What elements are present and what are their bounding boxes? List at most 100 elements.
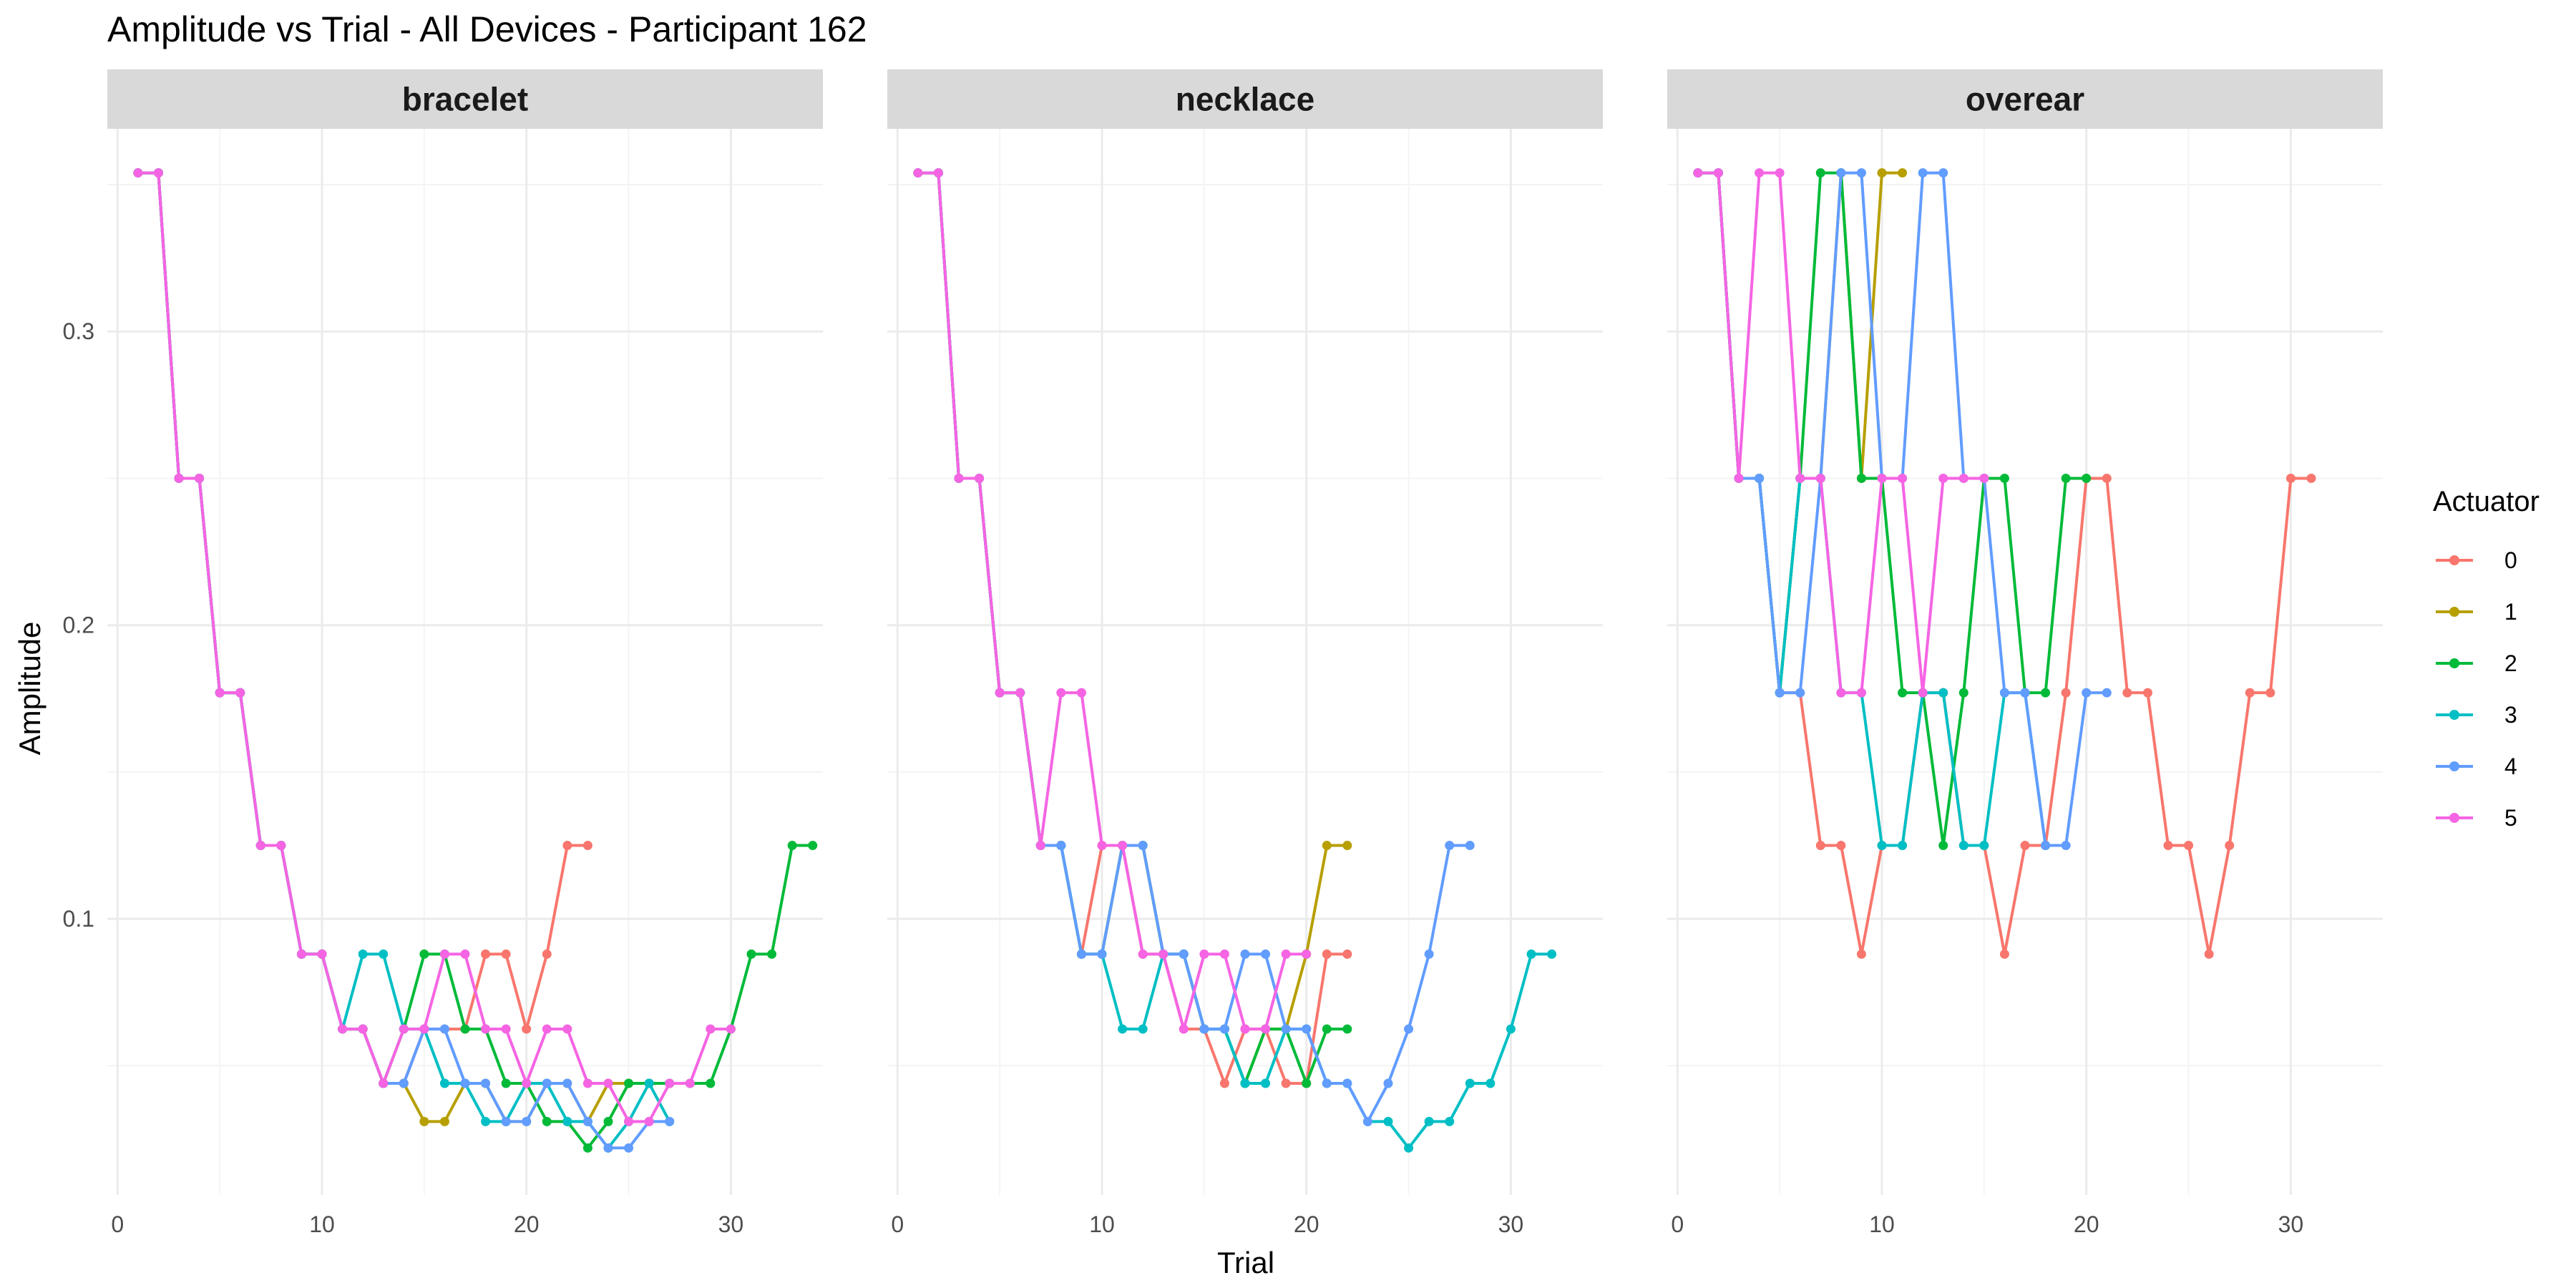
data-point [1918, 688, 1928, 698]
data-point [1118, 1024, 1128, 1034]
data-point [1261, 1024, 1271, 1034]
data-point [746, 949, 756, 959]
x-tick-label: 30 [718, 1211, 744, 1237]
data-point [975, 473, 985, 483]
data-point [1383, 1078, 1393, 1088]
data-point [542, 1116, 552, 1126]
data-point [2020, 841, 2030, 851]
data-point [1179, 1024, 1189, 1034]
x-tick-label: 0 [1671, 1211, 1684, 1237]
legend-label: 5 [2504, 805, 2517, 831]
x-axis-title: Trial [1217, 1246, 1274, 1279]
data-point [542, 1078, 552, 1088]
data-point [1755, 473, 1765, 483]
legend-label: 3 [2504, 702, 2517, 728]
x-tick-label: 10 [309, 1211, 335, 1237]
data-point [1815, 841, 1825, 851]
facet-strip-necklace [887, 69, 1603, 129]
data-point [2041, 841, 2051, 851]
data-point [808, 841, 818, 851]
data-point [1056, 688, 1066, 698]
data-point [624, 1078, 634, 1088]
data-point [1240, 1078, 1250, 1088]
data-point [1795, 688, 1805, 698]
data-point [1076, 688, 1086, 698]
legend-key-point [2449, 710, 2459, 720]
y-tick-label: 0.2 [63, 613, 94, 638]
data-point [1836, 168, 1846, 178]
data-point [603, 1116, 613, 1126]
data-point [358, 949, 368, 959]
data-point [399, 1024, 409, 1034]
legend-item-2: 2 [2436, 650, 2517, 676]
data-point [1979, 473, 1989, 483]
data-point [1938, 688, 1948, 698]
data-point [2184, 841, 2194, 851]
data-point [1362, 1116, 1372, 1126]
data-point [1138, 1024, 1148, 1034]
data-point [542, 1024, 552, 1034]
x-tick-label: 20 [2074, 1211, 2099, 1237]
x-tick-label: 10 [1869, 1211, 1895, 1237]
data-point [1199, 1024, 1209, 1034]
facet-label: bracelet [402, 81, 528, 118]
data-point [1958, 688, 1968, 698]
facet-panel-overear: overear 0 10 20 30 [1667, 69, 2383, 1237]
data-point [1918, 168, 1928, 178]
legend-key-point [2449, 813, 2459, 823]
data-point [1219, 949, 1229, 959]
legend-title: Actuator [2433, 486, 2540, 517]
data-point [1076, 949, 1086, 959]
data-point [2225, 841, 2235, 851]
data-point [644, 1078, 654, 1088]
data-point [419, 1024, 429, 1034]
data-point [1958, 473, 1968, 483]
facet-strip-overear [1667, 69, 2383, 129]
data-point [2163, 841, 2173, 851]
data-point [1445, 1116, 1455, 1126]
data-point [603, 1143, 613, 1153]
data-point [153, 168, 163, 178]
data-point [255, 841, 265, 851]
data-point [2041, 688, 2051, 698]
data-point [706, 1024, 716, 1034]
data-point [317, 949, 327, 959]
data-point [913, 168, 923, 178]
data-point [562, 841, 572, 851]
data-point [1281, 1078, 1291, 1088]
data-point [954, 473, 964, 483]
data-point [1302, 1024, 1312, 1034]
data-point [235, 688, 245, 698]
facet-panel-necklace: necklace 0 10 20 30 [887, 69, 1603, 1237]
data-point [1219, 1024, 1229, 1034]
data-point [933, 168, 943, 178]
data-point [582, 1143, 592, 1153]
legend-label: 0 [2504, 547, 2517, 573]
data-point [1856, 473, 1866, 483]
axis-titles: Trial Amplitude [13, 622, 1274, 1279]
data-point [1526, 949, 1536, 959]
data-point [1322, 841, 1332, 851]
data-point [2306, 473, 2316, 483]
data-point [1877, 841, 1887, 851]
x-tick-label: 0 [891, 1211, 904, 1237]
data-point [603, 1078, 613, 1088]
data-point [174, 473, 184, 483]
data-point [1445, 841, 1455, 851]
data-point [1755, 168, 1765, 178]
data-point [1015, 688, 1025, 698]
data-point [439, 1024, 449, 1034]
legend-item-4: 4 [2436, 753, 2517, 779]
data-point [542, 949, 552, 959]
data-point [1938, 168, 1948, 178]
data-point [1322, 1078, 1332, 1088]
data-point [522, 1078, 532, 1088]
data-point [582, 841, 592, 851]
data-point [1898, 168, 1908, 178]
data-point [1302, 1078, 1312, 1088]
x-tick-label: 30 [2278, 1211, 2304, 1237]
data-point [460, 949, 470, 959]
data-point [2204, 949, 2214, 959]
legend-key-point [2449, 761, 2459, 771]
